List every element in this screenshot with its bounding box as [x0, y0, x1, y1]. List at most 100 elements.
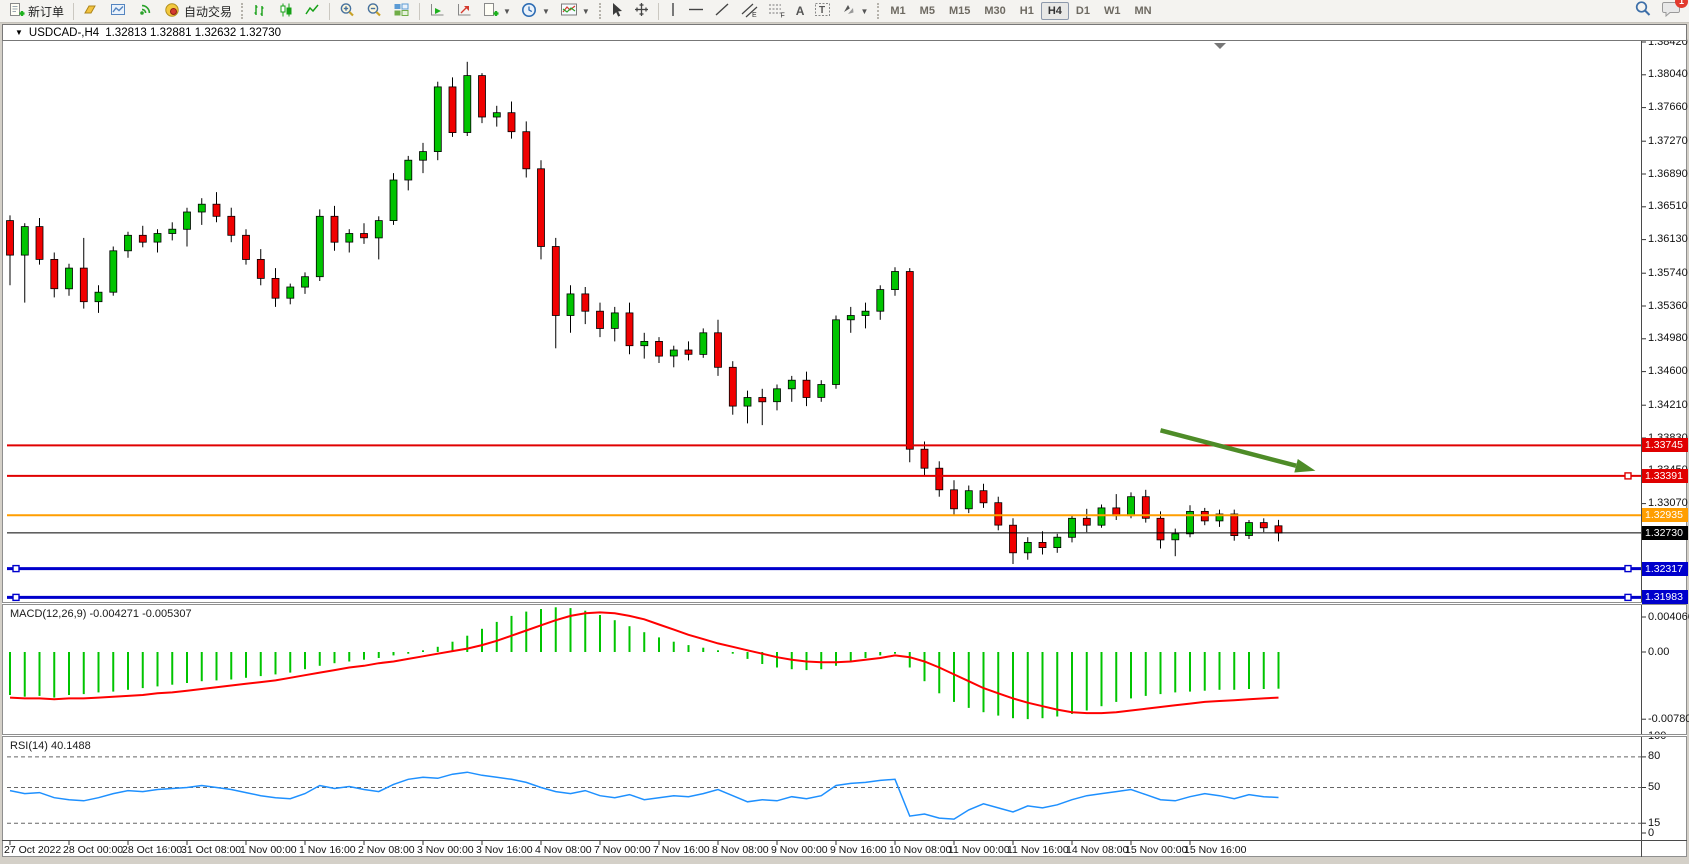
rsi-pane[interactable]	[2, 737, 1641, 840]
arrows-icon	[841, 2, 856, 20]
svg-text:T: T	[819, 5, 825, 16]
signals-button[interactable]	[132, 2, 159, 21]
price-badge-support-2: 1.31983	[1642, 590, 1688, 605]
clock-icon	[521, 2, 538, 21]
text-icon: A	[795, 4, 805, 18]
new-order-icon	[9, 2, 25, 21]
svg-text:E: E	[752, 12, 757, 18]
charts-icon	[110, 2, 127, 20]
text-tool-button[interactable]: A	[791, 2, 810, 21]
pane-separator[interactable]	[2, 602, 1687, 605]
horizontal-line-tool-button[interactable]	[683, 2, 709, 21]
notifications-button[interactable]: 1	[1662, 0, 1688, 22]
vertical-line-tool-button[interactable]	[663, 2, 683, 21]
time-axis-label: 1 Nov 16:00	[299, 844, 356, 856]
chart-title-bar[interactable]: ▼ USDCAD-,H4 1.32813 1.32881 1.32632 1.3…	[2, 24, 1687, 41]
cursor-icon	[610, 2, 624, 21]
timeframe-M15[interactable]: M15	[948, 5, 971, 17]
chart-ohlc-values: 1.32813 1.32881 1.32632 1.32730	[105, 26, 282, 39]
text-label-icon: T	[814, 2, 831, 20]
time-axis-label: 31 Oct 08:00	[181, 844, 242, 856]
timeframe-MN[interactable]: MN	[1134, 5, 1152, 17]
chart-shift-button[interactable]	[451, 2, 478, 21]
search-icon[interactable]	[1634, 0, 1652, 22]
profiles-icon	[83, 2, 100, 20]
toolbar-separator	[329, 2, 331, 20]
time-axis-label: 2 Nov 08:00	[358, 844, 415, 856]
periods-button[interactable]: ▼	[516, 2, 555, 21]
tile-windows-button[interactable]	[388, 2, 415, 21]
price-tick-label: 1.36890	[1648, 167, 1688, 180]
line-chart-button[interactable]	[299, 2, 325, 21]
auto-scroll-button[interactable]	[424, 2, 451, 21]
cursor-tool-button[interactable]	[605, 2, 629, 21]
timeframe-D1[interactable]: D1	[1075, 5, 1090, 17]
dropdown-caret-icon: ▼	[541, 6, 550, 16]
toolbar-separator	[73, 2, 75, 20]
macd-tick-label: -0.007809	[1648, 712, 1689, 725]
price-axis-border	[1641, 41, 1642, 857]
price-badge-support-1: 1.32317	[1642, 561, 1688, 576]
tile-windows-icon	[393, 2, 410, 21]
rsi-tick-label: 0	[1648, 826, 1655, 839]
time-axis-label: 15 Nov 16:00	[1184, 844, 1247, 856]
price-tick-label: 1.35740	[1648, 266, 1688, 279]
templates-icon	[560, 2, 578, 20]
price-tick-label: 1.34980	[1648, 332, 1688, 345]
time-axis-label: 7 Nov 16:00	[653, 844, 710, 856]
fibonacci-tool-button[interactable]: F	[763, 2, 791, 21]
horizontal-line-icon	[688, 2, 704, 20]
toolbar-separator	[419, 2, 421, 20]
time-axis-label: 14 Nov 08:00	[1066, 844, 1129, 856]
equidistant-channel-tool-button[interactable]: E	[735, 2, 763, 21]
timeframe-H1[interactable]: H1	[1019, 5, 1034, 17]
price-badge-resistance-1: 1.33745	[1642, 438, 1688, 453]
time-axis-label: 28 Oct 00:00	[63, 844, 124, 856]
time-axis-label: 4 Nov 08:00	[535, 844, 592, 856]
crosshair-icon	[634, 2, 649, 20]
autotrading-button[interactable]: 自动交易	[159, 2, 237, 21]
templates-button[interactable]: ▼	[555, 2, 595, 21]
bar-chart-icon	[252, 2, 268, 21]
candlestick-chart-icon	[278, 2, 294, 21]
text-label-tool-button[interactable]: T	[809, 2, 836, 21]
new-chart-icon	[483, 2, 499, 21]
time-axis-border	[2, 840, 1687, 841]
timeframe-M30[interactable]: M30	[984, 5, 1006, 17]
chart-window	[2, 24, 1687, 857]
charts-button[interactable]	[105, 2, 132, 21]
price-tick-label: 1.36510	[1648, 200, 1688, 213]
macd-tick-label: 0.00	[1648, 645, 1670, 658]
zoom-out-button[interactable]	[361, 2, 388, 21]
time-axis-label: 3 Nov 00:00	[417, 844, 474, 856]
line-chart-icon	[304, 2, 320, 21]
candlestick-chart-button[interactable]	[273, 2, 299, 21]
chart-menu-icon[interactable]: ▼	[15, 28, 23, 37]
time-axis-label: 11 Nov 16:00	[1007, 844, 1069, 856]
dropdown-caret-icon: ▼	[503, 6, 511, 16]
timeframe-H4[interactable]: H4	[1040, 2, 1069, 20]
macd-label: MACD(12,26,9) -0.004271 -0.005307	[10, 608, 192, 620]
toolbar-grip	[241, 3, 244, 19]
equidistant-channel-icon: E	[740, 2, 758, 21]
time-axis-label: 1 Nov 00:00	[240, 844, 297, 856]
timeframe-W1[interactable]: W1	[1103, 5, 1121, 17]
profiles-button[interactable]	[78, 2, 105, 21]
macd-pane[interactable]	[2, 605, 1641, 734]
new-chart-button[interactable]: ▼	[478, 2, 516, 21]
new-order-button[interactable]: 新订单	[4, 2, 69, 21]
pane-separator[interactable]	[2, 734, 1687, 737]
arrows-tool-button[interactable]: ▼	[836, 2, 873, 21]
trendline-tool-button[interactable]	[709, 2, 735, 21]
crosshair-tool-button[interactable]	[629, 2, 654, 21]
time-axis-label: 9 Nov 00:00	[771, 844, 828, 856]
window-bottom-edge	[0, 857, 1689, 864]
bar-chart-button[interactable]	[247, 2, 273, 21]
price-chart-pane[interactable]	[2, 41, 1641, 602]
chart-shift-icon	[456, 2, 473, 21]
timeframe-M5[interactable]: M5	[919, 5, 935, 17]
price-tick-label: 1.34210	[1648, 398, 1688, 411]
zoom-in-button[interactable]	[334, 2, 361, 21]
fibonacci-icon: F	[768, 2, 786, 21]
timeframe-M1[interactable]: M1	[890, 5, 906, 17]
